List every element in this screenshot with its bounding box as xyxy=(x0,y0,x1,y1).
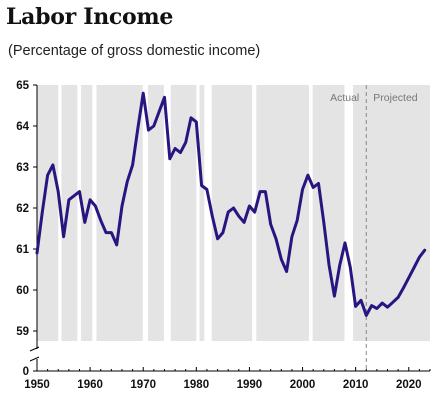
shaded-period-0 xyxy=(37,85,59,341)
y-tick-label-61: 61 xyxy=(16,244,29,256)
axes xyxy=(29,84,431,372)
actual-label: Actual xyxy=(330,92,359,104)
shaded-period-7 xyxy=(211,85,253,341)
y-tick-label-62: 62 xyxy=(16,203,29,215)
shaded-period-4 xyxy=(147,85,164,341)
x-tick-label-1970: 1970 xyxy=(130,379,156,391)
chart-subtitle: (Percentage of gross domestic income) xyxy=(8,43,261,59)
projected-label: Projected xyxy=(373,92,418,104)
x-tick-label-2000: 2000 xyxy=(290,379,316,391)
axis-break-mark-2 xyxy=(29,356,40,362)
y-tick-label-63: 63 xyxy=(16,162,29,174)
x-tick-label-1960: 1960 xyxy=(77,379,103,391)
axis-break-mark-1 xyxy=(29,346,40,352)
series-line-0 xyxy=(35,91,427,317)
y-tick-label-0: 0 xyxy=(23,366,29,378)
shaded-period-9 xyxy=(312,85,345,341)
y-tick-label-64: 64 xyxy=(16,121,29,133)
y-tick-label-59: 59 xyxy=(16,326,29,338)
chart-title: Labor Income xyxy=(6,4,174,30)
x-tick-label-1950: 1950 xyxy=(24,379,50,391)
tick-labels: 0 59 60 61 62 63 64 65 1950 1960 1970 1980 1990 2000 2… xyxy=(16,80,421,391)
series-group xyxy=(35,91,427,317)
x-tick-label-1980: 1980 xyxy=(184,379,210,391)
shaded-period-5 xyxy=(170,85,197,341)
x-tick-label-2010: 2010 xyxy=(343,379,369,391)
shaded-period-6 xyxy=(199,85,205,341)
shaded-period-1 xyxy=(61,85,78,341)
recession-shading xyxy=(37,85,430,341)
x-tick-label-1990: 1990 xyxy=(237,379,263,391)
y-tick-label-60: 60 xyxy=(16,285,29,297)
x-tick-label-2020: 2020 xyxy=(396,379,422,391)
y-tick-label-65: 65 xyxy=(16,80,29,92)
shaded-period-8 xyxy=(256,85,309,341)
